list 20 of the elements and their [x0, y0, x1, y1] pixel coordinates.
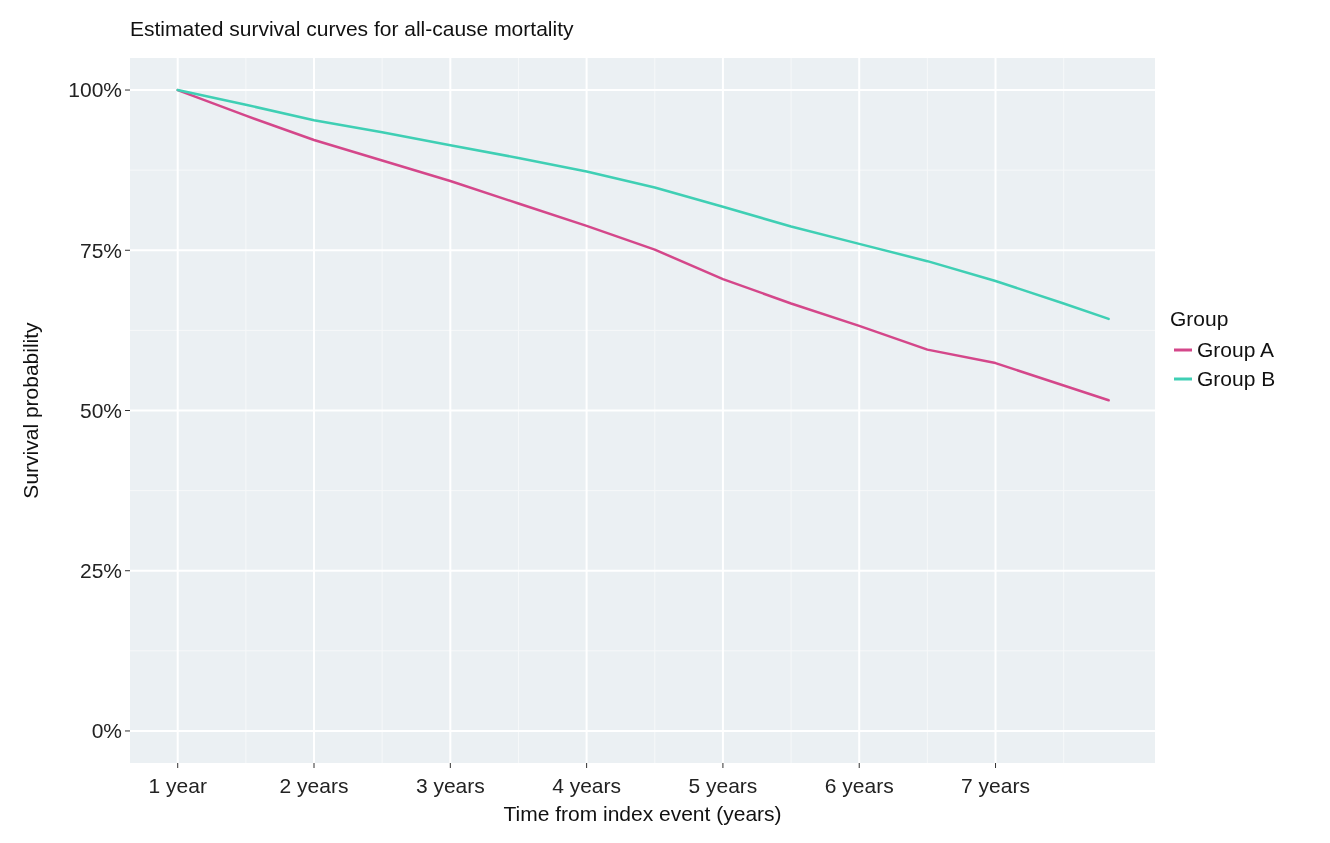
y-tick-label: 50% [79, 398, 122, 422]
y-tick-label: 100% [68, 78, 122, 102]
x-tick-label: 5 years [688, 774, 758, 797]
y-tick-label: 0% [91, 719, 122, 743]
y-tick-label: 75% [79, 238, 122, 262]
line-series [176, 88, 1110, 402]
x-tick-label: 6 years [824, 774, 894, 797]
x-axis-title: Time from index event (years) [503, 802, 782, 825]
chart-title: Estimated survival curves for all-cause mortality [130, 17, 574, 40]
line-series [176, 88, 1110, 321]
y-axis-title: Survival probability [19, 321, 42, 499]
x-tick-label: 2 years [279, 774, 349, 797]
x-tick-label: 7 years [961, 774, 1030, 797]
y-tick-label: 25% [79, 559, 122, 583]
legend-title: Group [1170, 307, 1229, 330]
x-tick-label: 3 years [415, 774, 485, 797]
legend-label: Group A [1197, 338, 1275, 362]
x-tick-label: 4 years [552, 774, 622, 797]
legend-label: Group B [1197, 367, 1276, 391]
x-tick-label: 1 year [148, 774, 207, 797]
